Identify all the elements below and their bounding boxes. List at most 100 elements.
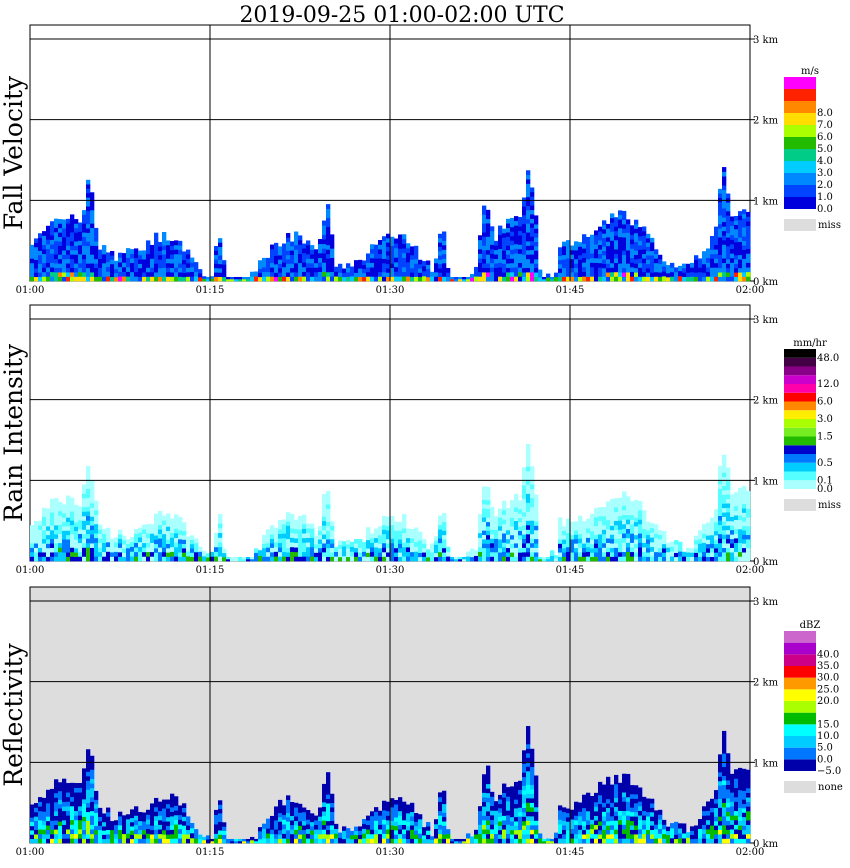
echo-cell (634, 246, 639, 251)
echo-cell (386, 238, 391, 243)
echo-cell (42, 240, 47, 246)
echo-cell (114, 556, 119, 562)
echo-cell (514, 825, 519, 831)
echo-cell (66, 241, 71, 246)
echo-cell (394, 543, 399, 549)
echo-cell (38, 241, 43, 247)
echo-cell (398, 556, 403, 562)
echo-cell (738, 524, 743, 530)
echo-cell (490, 524, 495, 530)
echo-cell (582, 834, 587, 839)
y-axis-title: Reflectivity (0, 642, 28, 786)
echo-cell (154, 829, 159, 835)
echo-cell (166, 253, 171, 259)
echo-cell (586, 824, 591, 830)
echo-cell (418, 548, 423, 553)
legend-swatch (784, 631, 816, 643)
echo-cell (402, 532, 407, 538)
echo-cell (646, 539, 651, 544)
echo-cell (558, 530, 563, 536)
echo-cell (310, 532, 315, 538)
echo-cell (606, 781, 611, 786)
echo-cell (214, 556, 219, 562)
echo-cell (174, 271, 179, 277)
echo-cell (722, 258, 727, 264)
echo-cell (86, 753, 91, 759)
echo-cell (482, 223, 487, 229)
echo-cell (698, 819, 703, 825)
echo-cell (746, 495, 751, 501)
echo-cell (598, 543, 603, 548)
echo-cell (78, 249, 83, 255)
echo-cell (738, 276, 743, 282)
echo-cell (546, 277, 551, 282)
echo-cell (518, 276, 523, 282)
echo-cell (330, 239, 335, 244)
echo-cell (494, 245, 499, 251)
echo-cell (386, 833, 391, 839)
echo-cell (602, 259, 607, 264)
echo-cell (742, 512, 747, 518)
echo-cell (70, 241, 75, 246)
echo-cell (86, 184, 91, 189)
echo-cell (638, 524, 643, 529)
echo-cell (382, 267, 387, 273)
echo-cell (74, 556, 79, 562)
echo-cell (606, 838, 611, 844)
legend-swatch (784, 454, 816, 463)
echo-cell (510, 795, 515, 800)
echo-cell (538, 838, 543, 844)
echo-cell (486, 783, 491, 789)
echo-cell (686, 276, 691, 282)
echo-cell (742, 494, 747, 500)
echo-cell (434, 552, 439, 558)
echo-cell (78, 810, 83, 816)
echo-cell (658, 824, 663, 830)
echo-cell (134, 829, 139, 835)
echo-cell (522, 772, 527, 778)
echo-cell (710, 244, 715, 250)
echo-cell (466, 833, 471, 839)
echo-cell (206, 276, 211, 280)
echo-cell (86, 465, 91, 471)
echo-cell (58, 551, 63, 557)
echo-cell (738, 263, 743, 269)
echo-cell (378, 244, 383, 250)
echo-cell (642, 801, 647, 807)
echo-cell (46, 543, 51, 549)
echo-cell (494, 556, 499, 562)
echo-cell (622, 224, 627, 229)
echo-cell (158, 542, 163, 548)
echo-cell (70, 529, 75, 535)
echo-cell (402, 257, 407, 263)
echo-cell (182, 251, 187, 256)
echo-cell (726, 552, 731, 557)
echo-cell (338, 556, 343, 562)
echo-cell (666, 826, 671, 832)
echo-cell (526, 236, 531, 242)
echo-cell (722, 744, 727, 750)
echo-cell (518, 262, 523, 268)
echo-cell (614, 244, 619, 250)
echo-cell (178, 525, 183, 531)
echo-cell (390, 241, 395, 246)
echo-cell (638, 263, 643, 268)
echo-cell (482, 806, 487, 812)
echo-cell (58, 529, 63, 534)
echo-cell (318, 271, 323, 277)
echo-cell (286, 799, 291, 805)
echo-cell (594, 552, 599, 557)
echo-cell (86, 793, 91, 799)
echo-cell (470, 552, 475, 558)
echo-cell (434, 536, 439, 541)
echo-cell (606, 501, 611, 507)
echo-cell (30, 262, 35, 268)
echo-cell (118, 257, 123, 263)
echo-cell (58, 782, 63, 787)
echo-cell (326, 521, 331, 527)
echo-cell (326, 789, 331, 795)
echo-cell (54, 498, 59, 503)
echo-cell (74, 810, 79, 816)
echo-cell (178, 819, 183, 825)
